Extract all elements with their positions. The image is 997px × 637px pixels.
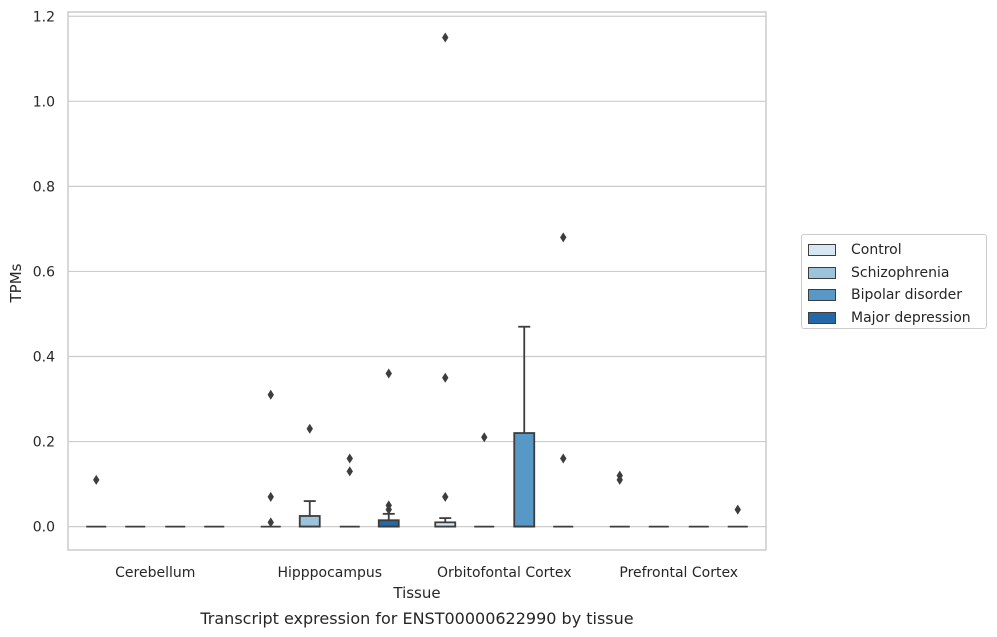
x-tick-label: Prefrontal Cortex bbox=[619, 565, 738, 581]
legend-swatch-major-depression bbox=[808, 311, 836, 324]
legend-item-schizophrenia: Schizophrenia bbox=[808, 262, 986, 285]
outlier-point bbox=[385, 504, 392, 515]
box bbox=[513, 432, 536, 528]
outlier-point bbox=[267, 517, 274, 528]
y-tick-label: 0.2 bbox=[33, 435, 55, 451]
legend-swatch-control bbox=[808, 244, 836, 257]
y-axis-label: TPMs bbox=[7, 263, 25, 303]
plot-frame bbox=[67, 11, 767, 551]
x-tick-label: Hipppocampus bbox=[277, 565, 382, 581]
legend-label: Control bbox=[851, 242, 902, 259]
outlier-point bbox=[442, 491, 449, 502]
outlier-points bbox=[93, 32, 741, 528]
legend-label: Bipolar disorder bbox=[851, 287, 963, 304]
outlier-point bbox=[93, 474, 100, 485]
x-tick-labels: Cerebellum Hipppocampus Orbitofontal Corte… bbox=[115, 565, 738, 581]
outlier-point bbox=[442, 32, 449, 43]
outlier-point bbox=[306, 423, 313, 434]
legend: Control Schizophrenia Bipolar disorder M… bbox=[801, 234, 987, 329]
outlier-point bbox=[560, 232, 567, 243]
x-tick-label: Orbitofontal Cortex bbox=[437, 565, 572, 581]
outlier-point bbox=[734, 504, 741, 515]
x-tick-label: Cerebellum bbox=[115, 565, 195, 581]
y-tick-label: 1.2 bbox=[33, 9, 55, 25]
outlier-point bbox=[267, 491, 274, 502]
outlier-point bbox=[560, 453, 567, 464]
legend-swatch-bipolar-disorder bbox=[808, 289, 836, 302]
outlier-point bbox=[346, 453, 353, 464]
outlier-point bbox=[385, 368, 392, 379]
box-elements bbox=[86, 325, 748, 528]
outlier-point bbox=[442, 372, 449, 383]
outlier-point bbox=[481, 432, 488, 443]
y-tick-label: 0.0 bbox=[33, 520, 55, 536]
legend-label: Major depression bbox=[851, 309, 971, 326]
outlier-point bbox=[267, 389, 274, 400]
box bbox=[298, 515, 321, 528]
y-tick-labels: 0.0 0.2 0.4 0.6 0.8 1.0 1.2 bbox=[33, 9, 55, 535]
y-tick-label: 1.0 bbox=[33, 94, 55, 110]
outlier-point bbox=[346, 466, 353, 477]
legend-swatch-schizophrenia bbox=[808, 266, 836, 279]
legend-item-control: Control bbox=[808, 239, 986, 262]
gridlines bbox=[68, 15, 766, 528]
y-tick-label: 0.4 bbox=[33, 349, 55, 365]
box bbox=[377, 519, 400, 528]
legend-label: Schizophrenia bbox=[851, 264, 950, 281]
x-axis-label: Tissue bbox=[392, 584, 440, 602]
y-tick-label: 0.6 bbox=[33, 264, 55, 280]
legend-item-major-depression: Major depression bbox=[808, 307, 986, 330]
outlier-point bbox=[616, 474, 623, 485]
y-tick-label: 0.8 bbox=[33, 179, 55, 195]
legend-item-bipolar-disorder: Bipolar disorder bbox=[808, 284, 986, 307]
chart-title: Transcript expression for ENST0000062299… bbox=[199, 609, 633, 628]
